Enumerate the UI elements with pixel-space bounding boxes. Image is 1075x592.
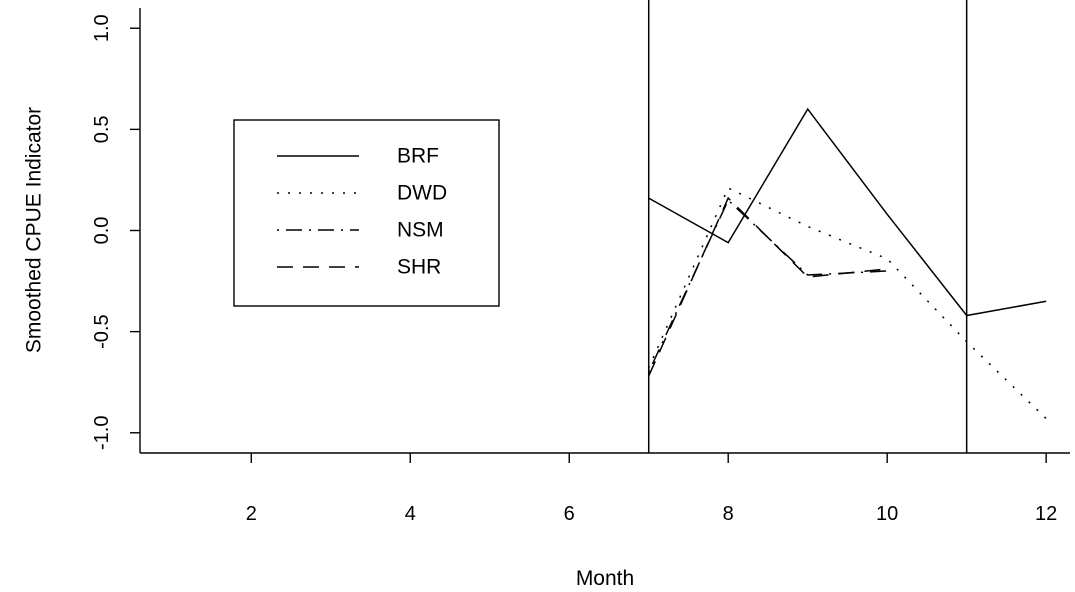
legend-label-dwd: DWD — [397, 182, 447, 205]
series-line-brf — [648, 107, 1047, 317]
plot-area: 2 4 6 8 10 12 -1.0 -0.5 0.0 0.5 1.0 — [91, 0, 1070, 525]
y-tick-label: 1.0 — [91, 14, 113, 42]
x-tick-label: 8 — [723, 503, 734, 525]
x-tick-label: 10 — [876, 503, 898, 525]
series-line-shr — [648, 196, 888, 377]
y-tick-label: 0.0 — [91, 217, 113, 245]
legend-label-nsm: NSM — [397, 219, 444, 242]
x-axis-title: Month — [576, 567, 634, 590]
x-tick-label: 2 — [246, 503, 257, 525]
series-line-dwd — [648, 186, 1047, 420]
x-tick-label: 4 — [405, 503, 416, 525]
legend-label-brf: BRF — [397, 145, 439, 168]
legend-label-shr: SHR — [397, 256, 441, 279]
y-tick-label: -0.5 — [91, 314, 113, 348]
legend-box — [233, 119, 500, 307]
y-tick-label: 0.5 — [91, 115, 113, 143]
y-axis-title: Smoothed CPUE Indicator — [23, 107, 46, 353]
legend: BRF DWD NSM SHR — [233, 119, 500, 307]
x-tick-label: 6 — [564, 503, 575, 525]
x-tick-label: 12 — [1035, 503, 1057, 525]
y-tick-label: -1.0 — [91, 416, 113, 450]
